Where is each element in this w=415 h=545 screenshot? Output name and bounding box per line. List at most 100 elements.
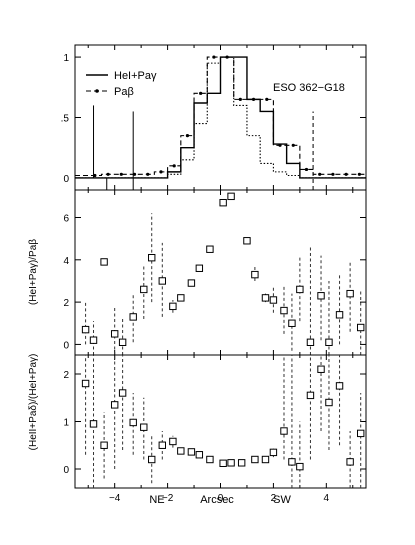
data-point <box>306 391 315 400</box>
data-point <box>158 277 167 285</box>
data-point <box>129 313 137 321</box>
data-point <box>169 302 177 311</box>
data-point <box>280 427 288 435</box>
data-point <box>110 330 119 338</box>
data-point <box>89 420 98 428</box>
data-point <box>269 448 278 457</box>
data-point <box>296 285 304 294</box>
pabeta-point <box>199 91 203 95</box>
ratio-ylabel: (HeI+Paγ)/Paβ <box>28 239 39 305</box>
data-point <box>187 448 196 456</box>
pabeta-point <box>304 167 309 172</box>
data-point <box>317 365 325 373</box>
y-tick-label: 2 <box>63 370 69 381</box>
data-point <box>325 398 333 407</box>
x-tick-label: −4 <box>109 493 121 504</box>
data-point <box>140 285 148 294</box>
panel-frame <box>74 189 367 356</box>
x-axis-label-ne: NE <box>149 494 164 506</box>
data-point <box>261 455 270 464</box>
data-point <box>243 237 251 245</box>
data-point <box>288 319 296 327</box>
x-axis-label: Arcsec <box>200 494 234 506</box>
data-point <box>158 441 167 449</box>
data-point <box>206 455 214 464</box>
pabeta-line <box>75 56 366 177</box>
data-point <box>100 258 108 266</box>
data-point <box>261 294 270 302</box>
data-point <box>89 336 98 344</box>
data-point <box>335 382 344 390</box>
pabeta-point <box>119 172 123 176</box>
data-point <box>335 311 344 319</box>
pabeta-point <box>251 97 256 101</box>
pabeta-point <box>331 172 335 176</box>
data-point <box>118 338 127 347</box>
pabeta-point <box>185 134 190 138</box>
data-point <box>346 458 354 466</box>
pabeta-point <box>344 172 348 176</box>
pabeta-point <box>212 55 216 59</box>
y-tick-label: 4 <box>63 256 69 267</box>
panel-frame <box>74 354 367 489</box>
legend-label-hei-pagamma: HeI+Paγ <box>114 70 157 82</box>
data-point <box>195 451 204 459</box>
y-tick-label: 1 <box>63 53 69 64</box>
legend-label-pabeta: Paβ <box>114 86 134 98</box>
data-point <box>346 289 354 298</box>
data-point <box>177 447 185 455</box>
dotted-line <box>75 56 366 179</box>
pabeta-point <box>357 172 361 176</box>
y-tick-label: 1 <box>63 418 69 429</box>
y-tick-label: 0 <box>63 340 69 351</box>
data-point <box>140 423 148 431</box>
x-tick-label: 4 <box>324 493 330 504</box>
x-tick-label: 0 <box>218 493 224 504</box>
data-point <box>357 323 365 332</box>
data-point <box>110 401 119 409</box>
data-point <box>81 379 90 388</box>
data-point <box>177 294 185 302</box>
pabeta-point <box>318 172 322 176</box>
y-tick-label: 2 <box>63 298 69 309</box>
pabeta-point <box>93 173 97 178</box>
data-point <box>187 279 196 287</box>
data-point <box>118 389 127 397</box>
pabeta-point <box>172 164 176 168</box>
data-point <box>100 441 108 449</box>
heii-hei-ratio-panel: 0 1 2 −4 −2 0 2 4 <box>63 354 367 504</box>
hei-pabeta-ratio-panel: 0 2 4 6 <box>63 189 367 356</box>
flux-profile-panel: 0.51 <box>61 44 367 191</box>
legend: HeI+Paγ Paβ <box>86 70 157 98</box>
data-point <box>148 455 156 464</box>
pabeta-point <box>146 172 150 176</box>
data-point <box>195 264 204 272</box>
pabeta-point <box>278 143 282 147</box>
x-tick-label: 2 <box>271 493 277 504</box>
data-point <box>280 306 288 315</box>
legend-marker-pabeta <box>95 89 99 93</box>
data-point <box>219 198 227 207</box>
data-point <box>227 459 235 467</box>
data-point <box>296 462 304 471</box>
y-tick-label: 0 <box>63 465 69 476</box>
data-point <box>288 458 296 466</box>
data-point <box>325 338 333 347</box>
figure-labels: ESO 362−G18 (HeI+Paγ)/Paβ (HeII+Paδ)/(He… <box>28 82 345 506</box>
y-tick-label: 6 <box>63 214 69 225</box>
data-point <box>317 292 325 300</box>
data-point <box>169 437 177 446</box>
top-annotation: ESO 362−G18 <box>273 82 345 94</box>
data-point <box>357 429 365 438</box>
bottom-ylabel: (HeII+Paδ)/(HeI+Paγ) <box>28 354 39 451</box>
y-tick-label: .5 <box>61 114 70 125</box>
data-point <box>227 192 235 201</box>
pabeta-point <box>291 143 295 147</box>
data-point <box>269 296 278 304</box>
data-point <box>251 270 259 279</box>
pabeta-point <box>265 97 269 101</box>
data-point <box>148 253 156 262</box>
data-point <box>237 459 246 467</box>
data-point <box>81 325 90 334</box>
